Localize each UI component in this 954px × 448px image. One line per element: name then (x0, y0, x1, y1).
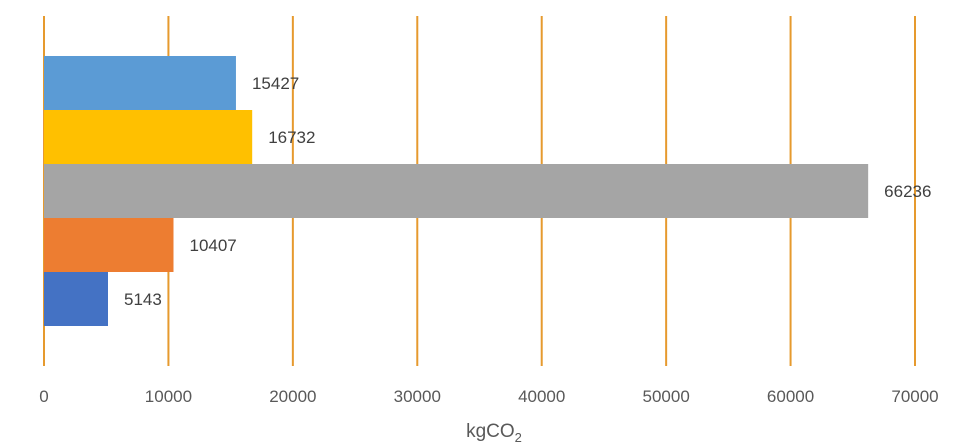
data-labels: 15427 16732 66236 10407 5143 (124, 74, 931, 309)
x-tick-label: 50000 (643, 387, 690, 406)
bar (44, 110, 253, 164)
bar-data-label: 10407 (189, 236, 236, 255)
bar (44, 56, 236, 110)
x-axis-ticks: 0 10000 20000 30000 40000 50000 60000 70000 (39, 387, 938, 406)
bars (44, 56, 869, 326)
x-tick-label: 60000 (767, 387, 814, 406)
bar (44, 218, 174, 272)
bar-data-label: 16732 (268, 128, 315, 147)
x-tick-label: 0 (39, 387, 48, 406)
x-tick-label: 40000 (518, 387, 565, 406)
bar-data-label: 15427 (252, 74, 299, 93)
bar (44, 164, 869, 218)
x-tick-label: 20000 (269, 387, 316, 406)
bar-data-label: 5143 (124, 290, 162, 309)
x-axis-label: kgCO2 (466, 421, 522, 445)
x-tick-label: 30000 (394, 387, 441, 406)
x-axis-label-subscript: 2 (515, 430, 522, 445)
bar-data-label: 66236 (884, 182, 931, 201)
x-axis-label-main: kgCO (466, 421, 515, 442)
x-tick-label: 70000 (891, 387, 938, 406)
bar (44, 272, 108, 326)
x-tick-label: 10000 (145, 387, 192, 406)
